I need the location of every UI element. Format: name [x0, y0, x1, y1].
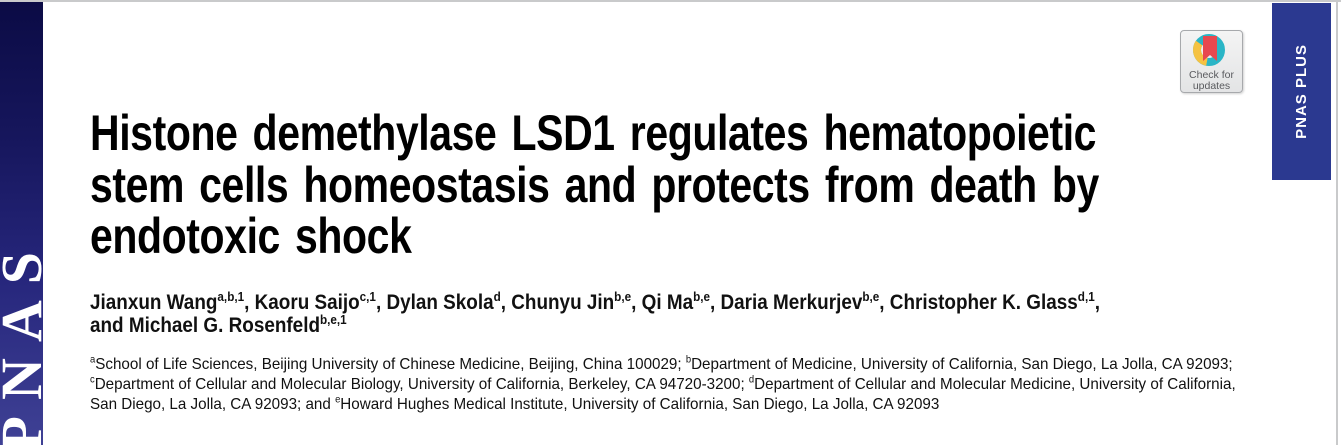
article-title-line1: Histone demethylase LSD1 regulates hemat… — [90, 105, 1097, 161]
affiliation-list: aSchool of Life Sciences, Beijing Univer… — [90, 354, 1236, 413]
pnas-sidebar: PNAS — [0, 2, 54, 445]
top-divider — [0, 0, 1341, 2]
crossmark-label: Check for updates — [1189, 70, 1234, 91]
author-list: Jianxun Wanga,b,1, Kaoru Saijoc,1, Dylan… — [90, 289, 1100, 337]
pnas-plus-label: PNAS PLUS — [1293, 44, 1310, 139]
pnas-vertical-logo: PNAS — [0, 235, 54, 445]
article-title: Histone demethylase LSD1 regulates hemat… — [90, 105, 1238, 264]
right-divider — [1336, 0, 1338, 445]
crossmark-icon — [1193, 34, 1225, 66]
crossmark-ring-yellow — [1193, 40, 1209, 66]
pnas-plus-banner: PNAS PLUS — [1272, 3, 1331, 180]
crossmark-badge[interactable]: Check for updates — [1180, 30, 1243, 93]
crossmark-label-line1: Check for — [1189, 69, 1234, 81]
bookmark-icon — [1203, 36, 1217, 61]
article-title-line3: endotoxic shock — [90, 208, 412, 264]
article-title-line2: stem cells homeostasis and protects from… — [90, 156, 1099, 213]
crossmark-label-line2: updates — [1192, 79, 1231, 92]
